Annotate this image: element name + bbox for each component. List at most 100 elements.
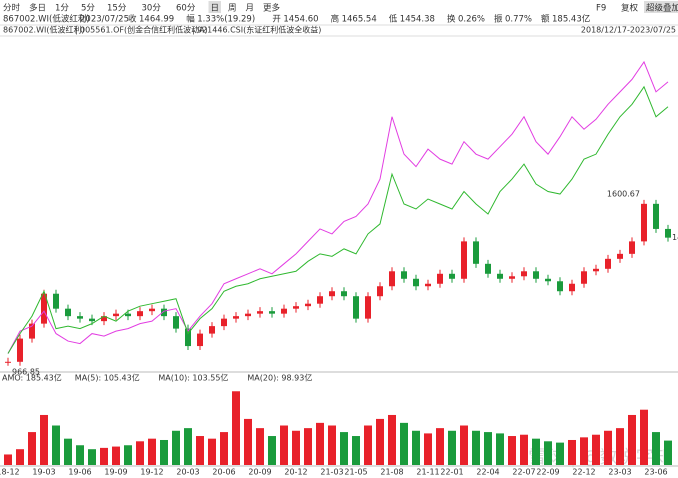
toolbar-tab[interactable]: 月 bbox=[246, 4, 255, 14]
toolbar-tab[interactable]: 周 bbox=[228, 4, 237, 14]
volume-bar bbox=[592, 434, 600, 465]
legend-entry: 921446.CSI(东证红利低波全收益) bbox=[197, 25, 321, 35]
field-label: 振 bbox=[494, 14, 503, 25]
toolbar-tab[interactable]: 5分 bbox=[81, 4, 95, 14]
toolbar-button[interactable]: F9 bbox=[596, 4, 606, 14]
x-tick-label: 23-03 bbox=[608, 468, 631, 477]
candle-body bbox=[401, 271, 407, 279]
volume-bar bbox=[316, 422, 324, 465]
toolbar-tab[interactable]: 60分 bbox=[176, 4, 196, 14]
x-tick-label: 21-11 bbox=[416, 468, 439, 477]
candle-body bbox=[53, 293, 59, 309]
candle-body bbox=[365, 296, 371, 319]
value-label: 1600.67 bbox=[607, 189, 640, 198]
volume-bar bbox=[628, 414, 636, 465]
candle-body bbox=[125, 313, 131, 317]
volume-bar bbox=[604, 430, 612, 465]
volume-bar bbox=[388, 414, 396, 465]
candle-body bbox=[149, 308, 155, 312]
candle-body bbox=[329, 291, 335, 297]
legend-entry: 867002.WI(低波红利) bbox=[3, 25, 85, 35]
toolbar-tab[interactable]: 30分 bbox=[142, 4, 162, 14]
x-tick-label: 20-12 bbox=[284, 468, 307, 477]
candle-body bbox=[197, 333, 203, 347]
volume-bar bbox=[100, 447, 108, 465]
volume-bar bbox=[652, 432, 660, 465]
volume-bar bbox=[412, 430, 420, 465]
volume-bar bbox=[556, 442, 564, 465]
toolbar-button[interactable]: 复权 bbox=[621, 3, 639, 14]
candle-body bbox=[257, 311, 263, 314]
x-tick-label: 20-06 bbox=[212, 468, 235, 477]
volume-bar bbox=[112, 446, 120, 465]
separator: | bbox=[192, 26, 195, 35]
candle-body bbox=[29, 323, 35, 339]
candle-body bbox=[293, 306, 299, 309]
toolbar-button[interactable]: 超级叠加 bbox=[646, 3, 678, 14]
candle-body bbox=[305, 303, 311, 307]
tab-selected bbox=[208, 1, 221, 13]
separator: | bbox=[75, 26, 78, 35]
volume-bar bbox=[208, 438, 216, 465]
volume-bar bbox=[4, 454, 12, 465]
candle-body bbox=[161, 308, 167, 317]
x-tick-label: 19-12 bbox=[140, 468, 163, 477]
field-label: 幅 bbox=[186, 14, 195, 25]
toolbar-tab[interactable]: 日 bbox=[211, 4, 220, 14]
volume-bar bbox=[532, 438, 540, 465]
x-tick-label: 19-09 bbox=[104, 468, 127, 477]
button-selected bbox=[644, 1, 678, 13]
x-tick-label: 19-06 bbox=[68, 468, 91, 477]
field-value: 0.77% bbox=[505, 15, 532, 25]
toolbar-tab[interactable]: 多日 bbox=[29, 3, 46, 14]
candle-body bbox=[533, 271, 539, 279]
field-label: 低 bbox=[389, 14, 398, 25]
candle-body bbox=[389, 271, 395, 287]
volume-bar bbox=[460, 425, 468, 465]
volume-legend: MA(5): 105.43亿 bbox=[75, 373, 140, 383]
candle-body bbox=[605, 258, 611, 269]
volume-bar bbox=[52, 425, 60, 465]
toolbar-tab[interactable]: 分时 bbox=[3, 3, 21, 14]
candle-body bbox=[485, 263, 491, 274]
candle-body bbox=[113, 313, 119, 317]
toolbar-tab[interactable]: 更多 bbox=[263, 3, 281, 14]
volume-legend: MA(10): 103.55亿 bbox=[158, 373, 228, 383]
volume-bar bbox=[640, 409, 648, 465]
volume-bar bbox=[664, 440, 672, 465]
volume-bar bbox=[484, 432, 492, 465]
candle-body bbox=[413, 278, 419, 287]
quote-symbol: 867002.WI(低波红利) bbox=[3, 14, 90, 25]
candle-body bbox=[233, 316, 239, 319]
volume-bar bbox=[508, 436, 516, 465]
volume-bar bbox=[520, 434, 528, 465]
candle-body bbox=[377, 286, 383, 297]
volume-bar bbox=[40, 414, 48, 465]
volume-bar bbox=[220, 432, 228, 465]
volume-bar bbox=[292, 430, 300, 465]
candle-body bbox=[509, 276, 515, 279]
candle-body bbox=[269, 311, 275, 314]
volume-bar bbox=[64, 438, 72, 465]
toolbar-tab[interactable]: 1分 bbox=[55, 4, 69, 14]
field-label: 收 bbox=[128, 14, 137, 25]
candle-body bbox=[557, 281, 563, 292]
toolbar-tab[interactable]: 15分 bbox=[107, 4, 127, 14]
volume-bar bbox=[352, 436, 360, 465]
candle-body bbox=[425, 283, 431, 287]
candle-body bbox=[665, 228, 671, 238]
candle-body bbox=[89, 318, 95, 322]
volume-legend: MA(20): 98.93亿 bbox=[247, 373, 312, 383]
candle-body bbox=[353, 296, 359, 319]
volume-bar bbox=[580, 437, 588, 465]
candle-body bbox=[245, 313, 251, 317]
volume-legend: AMO: 185.43亿 bbox=[2, 373, 62, 383]
field-value: 0.26% bbox=[458, 15, 485, 25]
volume-bar bbox=[364, 425, 372, 465]
value-label: 966.85 bbox=[12, 367, 40, 376]
candle-body bbox=[593, 268, 599, 272]
candle-body bbox=[209, 326, 215, 334]
candle-body bbox=[77, 316, 83, 319]
x-tick-label: 20-03 bbox=[176, 468, 199, 477]
